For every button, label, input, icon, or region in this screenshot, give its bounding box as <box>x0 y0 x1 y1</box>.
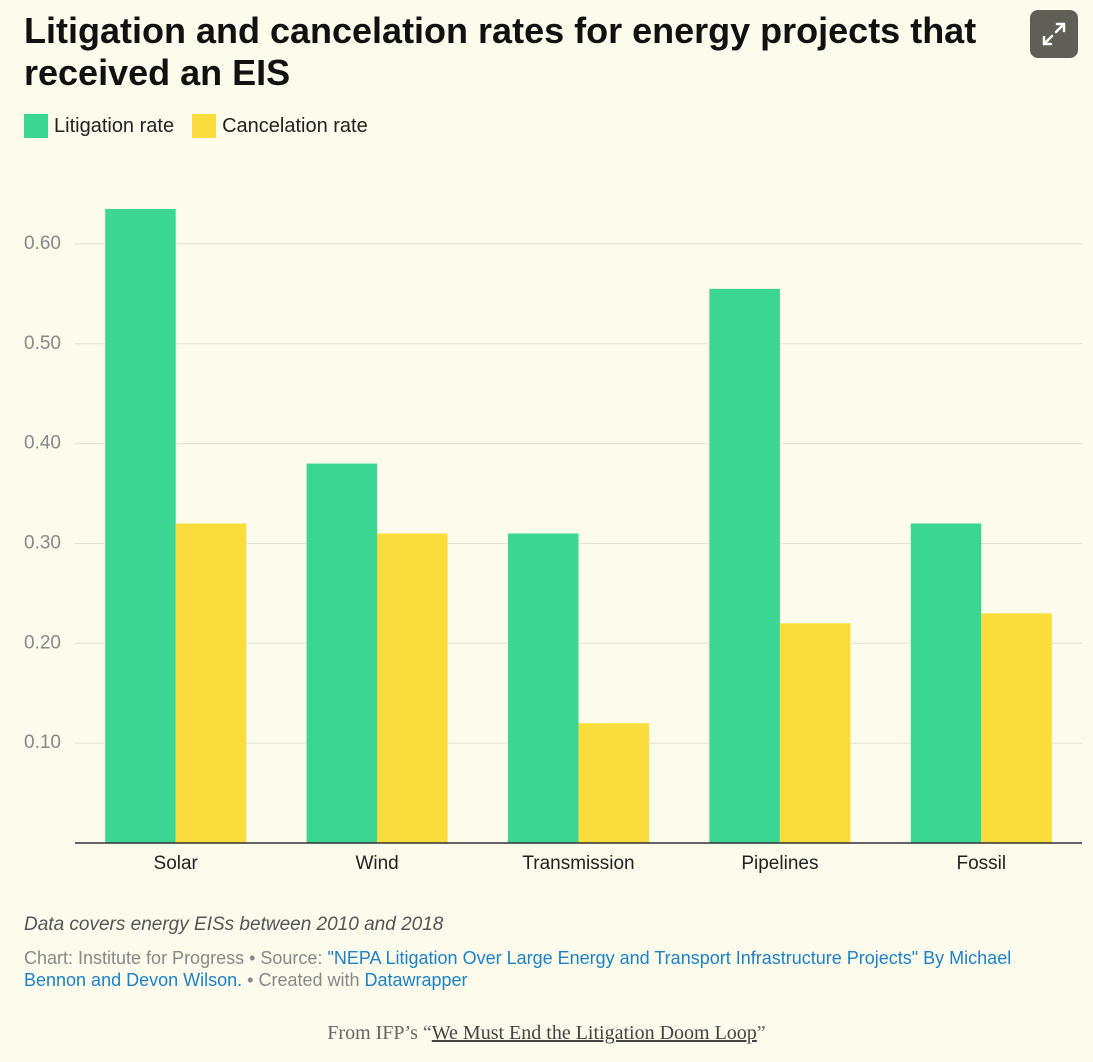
y-tick-label: 0.30 <box>24 532 61 553</box>
legend-item: Cancelation rate <box>192 114 368 138</box>
credit-prefix: Chart: Institute for Progress • Source: <box>24 948 328 968</box>
bar <box>981 613 1052 843</box>
legend-item: Litigation rate <box>24 114 174 138</box>
y-tick-label: 0.40 <box>24 433 61 454</box>
expand-icon <box>1042 22 1066 46</box>
caption-after: ” <box>756 1022 766 1044</box>
y-tick-label: 0.10 <box>24 732 61 753</box>
caption-before: From IFP’s “ <box>327 1022 432 1044</box>
y-tick-label: 0.50 <box>24 333 61 354</box>
legend-swatch <box>24 114 48 138</box>
x-tick-label: Wind <box>355 853 398 874</box>
legend-swatch <box>192 114 217 138</box>
bar <box>910 523 982 843</box>
y-tick-label: 0.60 <box>24 233 61 254</box>
chart: 0.10 0.20 0.30 0.40 0.50 0.60 Solar Wind Transmi… <box>24 208 1082 874</box>
chart-title: Litigation and cancelation rates for ene… <box>24 10 977 93</box>
legend-label: Cancelation rate <box>222 114 368 137</box>
bar <box>175 523 247 843</box>
bar <box>105 208 176 843</box>
y-tick-label: 0.20 <box>24 632 61 653</box>
x-tick-label: Fossil <box>956 853 1006 874</box>
bar <box>779 623 851 843</box>
expand-button[interactable] <box>1030 10 1078 58</box>
source-link[interactable]: "NEPA Litigation Over Large Energy and T… <box>24 948 1012 990</box>
caption: From IFP’s “We Must End the Litigation D… <box>0 1022 1093 1045</box>
bar <box>578 723 649 843</box>
bar <box>709 288 780 843</box>
bar <box>508 533 579 843</box>
caption-link[interactable]: We Must End the Litigation Doom Loop <box>431 1022 757 1044</box>
credit-created: • Created with <box>242 970 365 990</box>
notes: Data covers energy EISs between 2010 and… <box>24 914 444 935</box>
tool-link[interactable]: Datawrapper <box>364 970 468 990</box>
x-tick-label: Pipelines <box>741 853 818 874</box>
legend: Litigation rate Cancelation rate <box>24 114 368 138</box>
bar <box>306 463 378 843</box>
x-tick-label: Solar <box>154 853 199 874</box>
x-tick-label: Transmission <box>522 853 634 874</box>
bar <box>377 533 448 843</box>
legend-label: Litigation rate <box>54 114 175 137</box>
credit: Chart: Institute for Progress • Source: … <box>24 947 1064 991</box>
